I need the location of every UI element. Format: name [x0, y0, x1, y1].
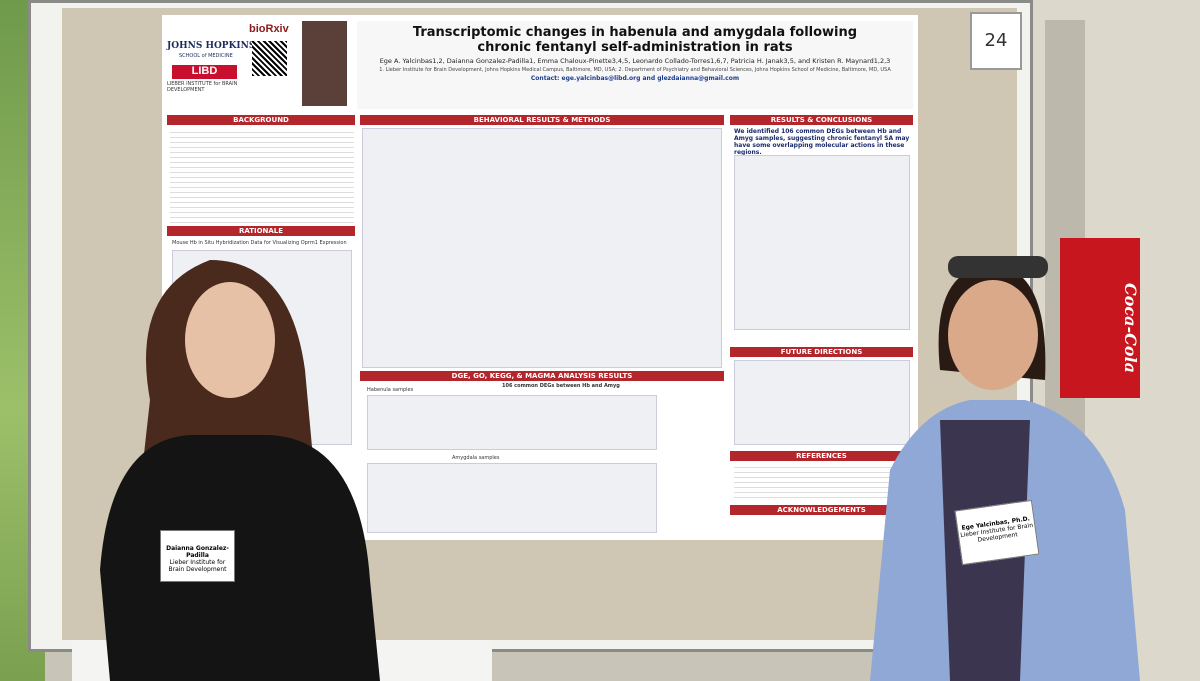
section-heading: ACKNOWLEDGEMENTS — [730, 505, 913, 515]
name-badge: Daianna Gonzalez-Padilla Lieber Institut… — [160, 530, 235, 582]
badge-org: Lieber Institute for Brain Development — [168, 559, 227, 573]
figure — [367, 463, 657, 533]
figure — [734, 360, 910, 445]
contact: Contact: ege.yalcinbas@libd.org and glez… — [530, 75, 740, 82]
section-heading: FUTURE DIRECTIONS — [730, 347, 913, 357]
section-heading: BEHAVIORAL RESULTS & METHODS — [360, 115, 724, 125]
background-text — [170, 128, 354, 223]
dge-heading: 106 common DEGs between Hb and Amyg — [502, 383, 620, 389]
author-photos — [302, 21, 347, 106]
habenula-label: Habenula samples — [367, 387, 414, 393]
section-heading: RATIONALE — [167, 226, 355, 236]
qr-code — [252, 41, 287, 76]
person-right — [870, 256, 1140, 681]
results-text: We identified 106 common DEGs between Hb… — [734, 128, 910, 156]
section-heading: REFERENCES — [730, 451, 913, 461]
affiliations: 1. Lieber Institute for Brain Developmen… — [379, 67, 891, 73]
logos: JOHNS HOPKINS SCHOOL of MEDICINE LIBD LI… — [167, 21, 302, 111]
libd-sub: LIEBER INSTITUTE for BRAIN DEVELOPMENT — [167, 81, 238, 93]
figure — [734, 155, 910, 330]
name-badge: Ege Yalcinbas, Ph.D. Lieber Institute fo… — [954, 499, 1040, 566]
authors: Ege A. Yalcinbas1,2, Daianna Gonzalez-Pa… — [379, 57, 891, 65]
biorxiv-logo: bioRxiv — [249, 23, 289, 35]
person-left — [100, 260, 380, 681]
figure — [367, 395, 657, 450]
section-heading: RESULTS & CONCLUSIONS — [730, 115, 913, 125]
header: Transcriptomic changes in habenula and a… — [357, 21, 913, 109]
section-heading: DGE, GO, KEGG, & MAGMA ANALYSIS RESULTS — [360, 371, 724, 381]
figure — [362, 128, 722, 368]
section-heading: BACKGROUND — [167, 115, 355, 125]
jhu-logo: JOHNS HOPKINS — [167, 41, 256, 51]
vending-machine: Coca-Cola — [1060, 238, 1140, 398]
jhu-sub: SCHOOL of MEDICINE — [179, 53, 233, 59]
badge-name: Daianna Gonzalez-Padilla — [166, 545, 229, 559]
references-text — [734, 463, 910, 498]
poster-title: Transcriptomic changes in habenula and a… — [412, 25, 858, 55]
amygdala-label: Amygdala samples — [452, 455, 500, 461]
libd-logo: LIBD — [172, 65, 237, 79]
rationale-figure-title: Mouse Hb in Situ Hybridization Data for … — [172, 240, 347, 246]
board-number: 24 — [970, 12, 1022, 70]
